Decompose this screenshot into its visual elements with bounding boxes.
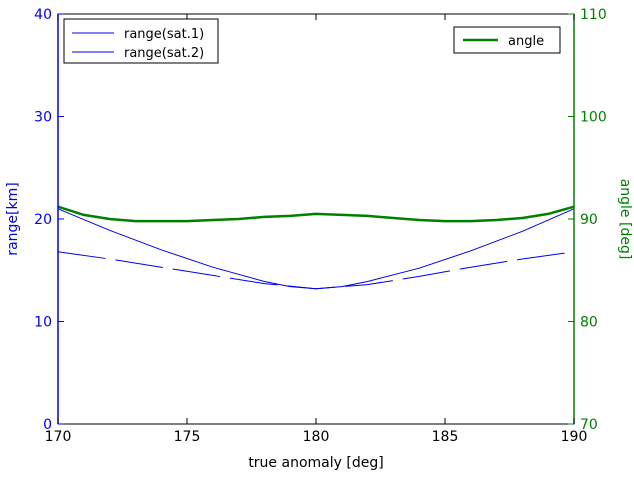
- y-left-tick-label-3: 30: [34, 110, 52, 126]
- x-tick-label-2: 180: [303, 429, 330, 445]
- plot-area: [57, 13, 575, 425]
- legend-right: angle: [453, 26, 561, 54]
- y-right-tick-label-2: 90: [580, 212, 598, 228]
- x-tick-label-3: 185: [432, 429, 459, 445]
- y-right-tick-label-3: 100: [580, 110, 607, 126]
- legend-left: range(sat.1) range(sat.2): [63, 18, 219, 64]
- axes-layer: 170 175 180 185 190 0 10 20 30 40 70 80 90 100 110: [34, 7, 607, 445]
- legend-label-angle: angle: [508, 34, 544, 49]
- y-right-axis-label: angle [deg]: [617, 179, 633, 260]
- series-line-1: [57, 251, 575, 290]
- x-tick-label-1: 175: [174, 429, 201, 445]
- y-right-tick-label-4: 110: [580, 7, 607, 23]
- y-left-tick-label-4: 40: [34, 7, 52, 23]
- y-right-tick-label-0: 70: [580, 417, 598, 433]
- y-left-tick-label-2: 20: [34, 212, 52, 228]
- series-layer: [57, 205, 575, 290]
- x-tick-label-0: 170: [45, 429, 72, 445]
- y-left-axis-label: range[km]: [5, 182, 21, 255]
- y-left-tick-label-1: 10: [34, 315, 52, 331]
- legend-label-sat2: range(sat.2): [124, 46, 204, 61]
- y-left-tick-label-0: 0: [43, 417, 52, 433]
- x-tick-label-4: 190: [561, 429, 588, 445]
- series-line-2: [57, 205, 575, 223]
- legend-label-sat1: range(sat.1): [124, 27, 204, 42]
- legend-left-box: [63, 18, 219, 64]
- x-axis-label: true anomaly [deg]: [248, 455, 383, 471]
- y-right-tick-label-1: 80: [580, 315, 598, 331]
